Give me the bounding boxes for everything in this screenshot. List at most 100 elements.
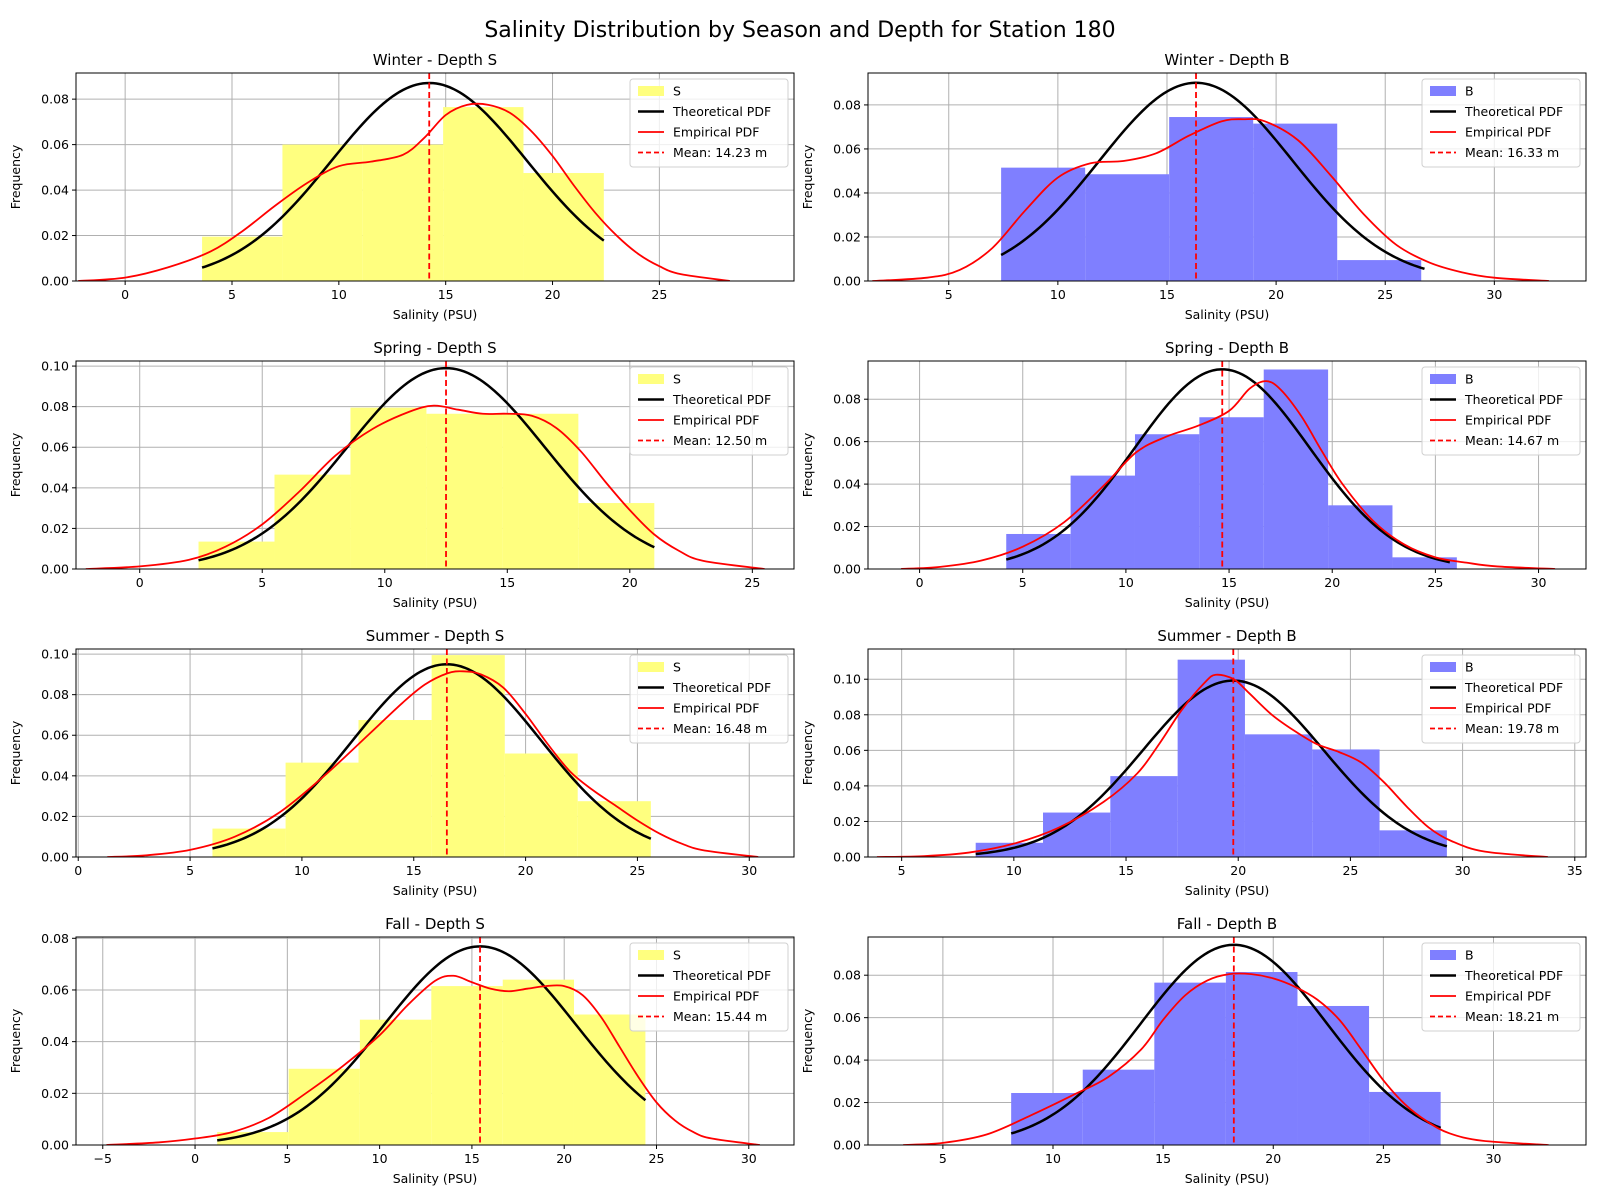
y-tick-label: 0.08 (833, 968, 861, 983)
legend-label-mean: Mean: 15.44 m (673, 1009, 767, 1024)
histogram-bar (1369, 1091, 1441, 1145)
histogram-bar (350, 407, 427, 569)
empirical-pdf-line (106, 974, 760, 1145)
y-tick-label: 0.00 (833, 850, 861, 865)
x-tick-label: 10 (1050, 287, 1066, 302)
legend-frame (629, 942, 789, 1032)
theoretical-pdf-line (975, 679, 1448, 856)
histogram-bar (359, 1019, 432, 1145)
histogram-bar (426, 413, 503, 569)
plot-area (900, 361, 1556, 569)
legend-label-theoretical: Theoretical PDF (672, 392, 771, 407)
empirical-pdf-line (85, 404, 765, 569)
histogram-bar (1043, 812, 1111, 857)
empirical-pdf-line (107, 670, 759, 857)
legend-frame (629, 78, 789, 168)
x-tick-label: 10 (372, 1151, 388, 1166)
axes: 5 10 15 20 25 30 0.00 0.02 0.04 0.06 0.08 Winter - … (800, 51, 1587, 322)
y-axis-label: Frequency (800, 1008, 815, 1073)
y-tick-label: 0.08 (41, 931, 69, 946)
y-tick-label: 0.10 (41, 359, 69, 374)
x-tick-label: 20 (1230, 863, 1246, 878)
x-tick-label: 20 (518, 863, 534, 878)
axes: 0 5 10 15 20 25 30 0.00 0.02 0.04 0.06 0.08 Spring -… (800, 339, 1587, 610)
histogram-bar (523, 173, 604, 281)
x-tick-label: 30 (1531, 575, 1547, 590)
y-axis-label: Frequency (800, 144, 815, 209)
legend: B Theoretical PDF Empirical PDF Mean: 19.78… (1421, 654, 1581, 744)
histogram-bar (1328, 505, 1393, 569)
legend-swatch-histogram (638, 86, 664, 96)
legend-frame (1421, 366, 1581, 456)
subplot-summer-depth-s: 0 5 10 15 20 25 30 0.00 0.02 0.04 0.06 0.08 0.10 Summ… (8, 627, 795, 898)
x-tick-label: 0 (74, 863, 82, 878)
legend-label-histogram: S (673, 948, 681, 963)
y-tick-label: 0.10 (41, 647, 69, 662)
legend: S Theoretical PDF Empirical PDF Mean: 12.50… (629, 366, 789, 456)
axes: −5 0 5 10 15 20 25 30 0.00 0.02 0.04 0.06 0.08 Fall -… (8, 915, 795, 1186)
x-tick-label: 15 (1159, 287, 1175, 302)
subplot-title: Summer - Depth B (1157, 627, 1296, 645)
subplot-winter-depth-b: 5 10 15 20 25 30 0.00 0.02 0.04 0.06 0.08 Winter - … (800, 51, 1587, 322)
legend-label-histogram: B (1465, 372, 1474, 387)
legend: S Theoretical PDF Empirical PDF Mean: 14.23… (629, 78, 789, 168)
y-tick-label: 0.04 (41, 768, 69, 783)
theoretical-pdf-line (1005, 368, 1451, 564)
subplot-title: Summer - Depth S (366, 627, 505, 645)
histogram-bar (431, 986, 503, 1145)
histogram-bar (502, 979, 574, 1145)
subplot-title: Fall - Depth S (385, 915, 485, 933)
legend: B Theoretical PDF Empirical PDF Mean: 16.33… (1421, 78, 1581, 168)
histogram-bar (1169, 117, 1254, 281)
x-tick-label: 25 (1342, 863, 1358, 878)
legend-label-empirical: Empirical PDF (1465, 125, 1551, 140)
axes-frame (867, 360, 1587, 570)
x-tick-label: 0 (136, 575, 144, 590)
x-tick-label: 5 (283, 1151, 291, 1166)
theoretical-pdf-line (201, 81, 605, 269)
subplot-title: Winter - Depth B (1164, 51, 1289, 69)
subplot-fall-depth-b: 5 10 15 20 25 30 0.00 0.02 0.04 0.06 0.08 Fall - De… (800, 915, 1587, 1186)
x-tick-label: 20 (1324, 575, 1340, 590)
x-tick-label: 15 (499, 575, 515, 590)
y-tick-label: 0.04 (41, 480, 69, 495)
y-tick-label: 0.04 (833, 185, 861, 200)
x-tick-label: −5 (94, 1151, 112, 1166)
axes: 5 10 15 20 25 30 0.00 0.02 0.04 0.06 0.08 Fall - De… (800, 915, 1587, 1186)
legend-label-mean: Mean: 19.78 m (1465, 721, 1559, 736)
legend-label-theoretical: Theoretical PDF (672, 968, 771, 983)
legend-label-histogram: B (1465, 660, 1474, 675)
y-tick-label: 0.02 (833, 814, 861, 829)
y-tick-label: 0.00 (41, 850, 69, 865)
legend-label-empirical: Empirical PDF (1465, 989, 1551, 1004)
x-tick-label: 30 (1486, 287, 1502, 302)
x-tick-label: 10 (377, 575, 393, 590)
x-tick-label: 25 (1427, 575, 1443, 590)
y-tick-label: 0.00 (833, 1138, 861, 1153)
x-tick-label: 5 (939, 1151, 947, 1166)
legend-swatch-histogram (638, 950, 664, 960)
y-tick-label: 0.00 (833, 562, 861, 577)
histogram-bar (1225, 972, 1298, 1145)
y-tick-label: 0.08 (833, 707, 861, 722)
legend-label-theoretical: Theoretical PDF (672, 680, 771, 695)
histogram-bar (1134, 434, 1200, 569)
legend-label-mean: Mean: 14.67 m (1465, 433, 1559, 448)
y-tick-label: 0.06 (41, 440, 69, 455)
legend-label-empirical: Empirical PDF (673, 701, 759, 716)
y-tick-label: 0.04 (41, 183, 69, 198)
legend: S Theoretical PDF Empirical PDF Mean: 15.44… (629, 942, 789, 1032)
axes: 0 5 10 15 20 25 0.00 0.02 0.04 0.06 0.08 Winter - D… (8, 51, 795, 322)
legend-label-theoretical: Theoretical PDF (1464, 680, 1563, 695)
legend-label-mean: Mean: 14.23 m (673, 145, 767, 160)
x-axis-label: Salinity (PSU) (1185, 307, 1270, 322)
x-tick-label: 10 (331, 287, 347, 302)
x-tick-label: 5 (228, 287, 236, 302)
histogram-bar (358, 720, 432, 857)
histogram-bar (502, 413, 579, 569)
plot-area (876, 649, 1548, 857)
histogram-bar (274, 474, 351, 569)
axes-frame (75, 72, 795, 282)
histogram-bar (288, 1068, 360, 1145)
subplot-title: Winter - Depth S (373, 51, 497, 69)
